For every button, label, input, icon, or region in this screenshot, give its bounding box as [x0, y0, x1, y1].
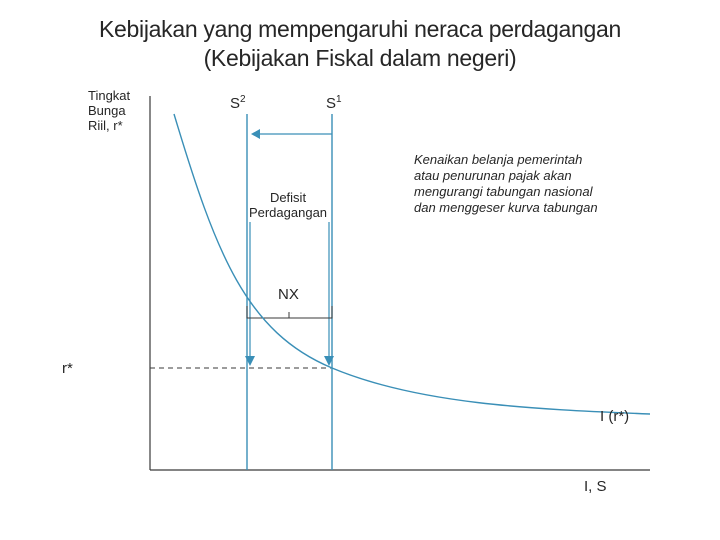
nx-bracket	[247, 306, 332, 318]
x-axis-label: I, S	[584, 478, 607, 495]
nx-label: NX	[278, 286, 299, 303]
slide-title: Kebijakan yang mempengaruhi neraca perda…	[0, 16, 720, 72]
economics-diagram: Tingkat Bunga Riil, r* S2 S1 Defisit Per…	[90, 88, 650, 508]
s2-label: S2	[230, 94, 246, 112]
shift-arrow-head	[251, 129, 260, 139]
description-label: Kenaikan belanja pemerintah atau penurun…	[414, 152, 604, 216]
title-line-1: Kebijakan yang mempengaruhi neraca perda…	[0, 16, 720, 43]
defisit-label: Defisit Perdagangan	[238, 190, 338, 220]
diagram-svg	[90, 88, 650, 508]
y-axis-label: Tingkat Bunga Riil, r*	[88, 88, 144, 133]
investment-curve-label: I (r*)	[600, 408, 629, 425]
s1-label: S1	[326, 94, 342, 112]
rstar-label: r*	[62, 360, 73, 377]
title-line-2: (Kebijakan Fiskal dalam negeri)	[0, 45, 720, 72]
